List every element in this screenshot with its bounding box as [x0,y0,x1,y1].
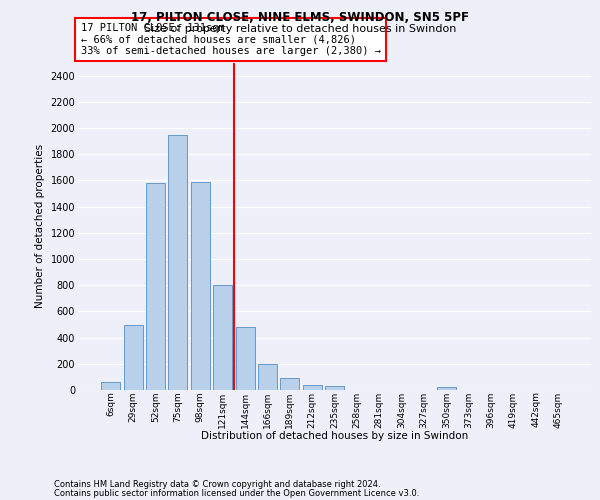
Bar [325,386,344,390]
Bar [258,364,277,390]
Bar [101,382,121,390]
X-axis label: Distribution of detached houses by size in Swindon: Distribution of detached houses by size … [201,430,468,440]
Bar [124,324,143,390]
Bar [236,327,254,390]
Bar [213,285,232,390]
Text: Contains public sector information licensed under the Open Government Licence v3: Contains public sector information licen… [54,489,419,498]
Bar [146,183,165,390]
Bar [437,388,456,390]
Text: Contains HM Land Registry data © Crown copyright and database right 2024.: Contains HM Land Registry data © Crown c… [54,480,380,489]
Text: 17 PILTON CLOSE: 131sqm
← 66% of detached houses are smaller (4,826)
33% of semi: 17 PILTON CLOSE: 131sqm ← 66% of detache… [80,22,380,56]
Bar [191,182,210,390]
Text: Size of property relative to detached houses in Swindon: Size of property relative to detached ho… [144,24,456,34]
Bar [302,386,322,390]
Bar [169,134,187,390]
Bar [280,378,299,390]
Text: 17, PILTON CLOSE, NINE ELMS, SWINDON, SN5 5PF: 17, PILTON CLOSE, NINE ELMS, SWINDON, SN… [131,11,469,24]
Y-axis label: Number of detached properties: Number of detached properties [35,144,45,308]
